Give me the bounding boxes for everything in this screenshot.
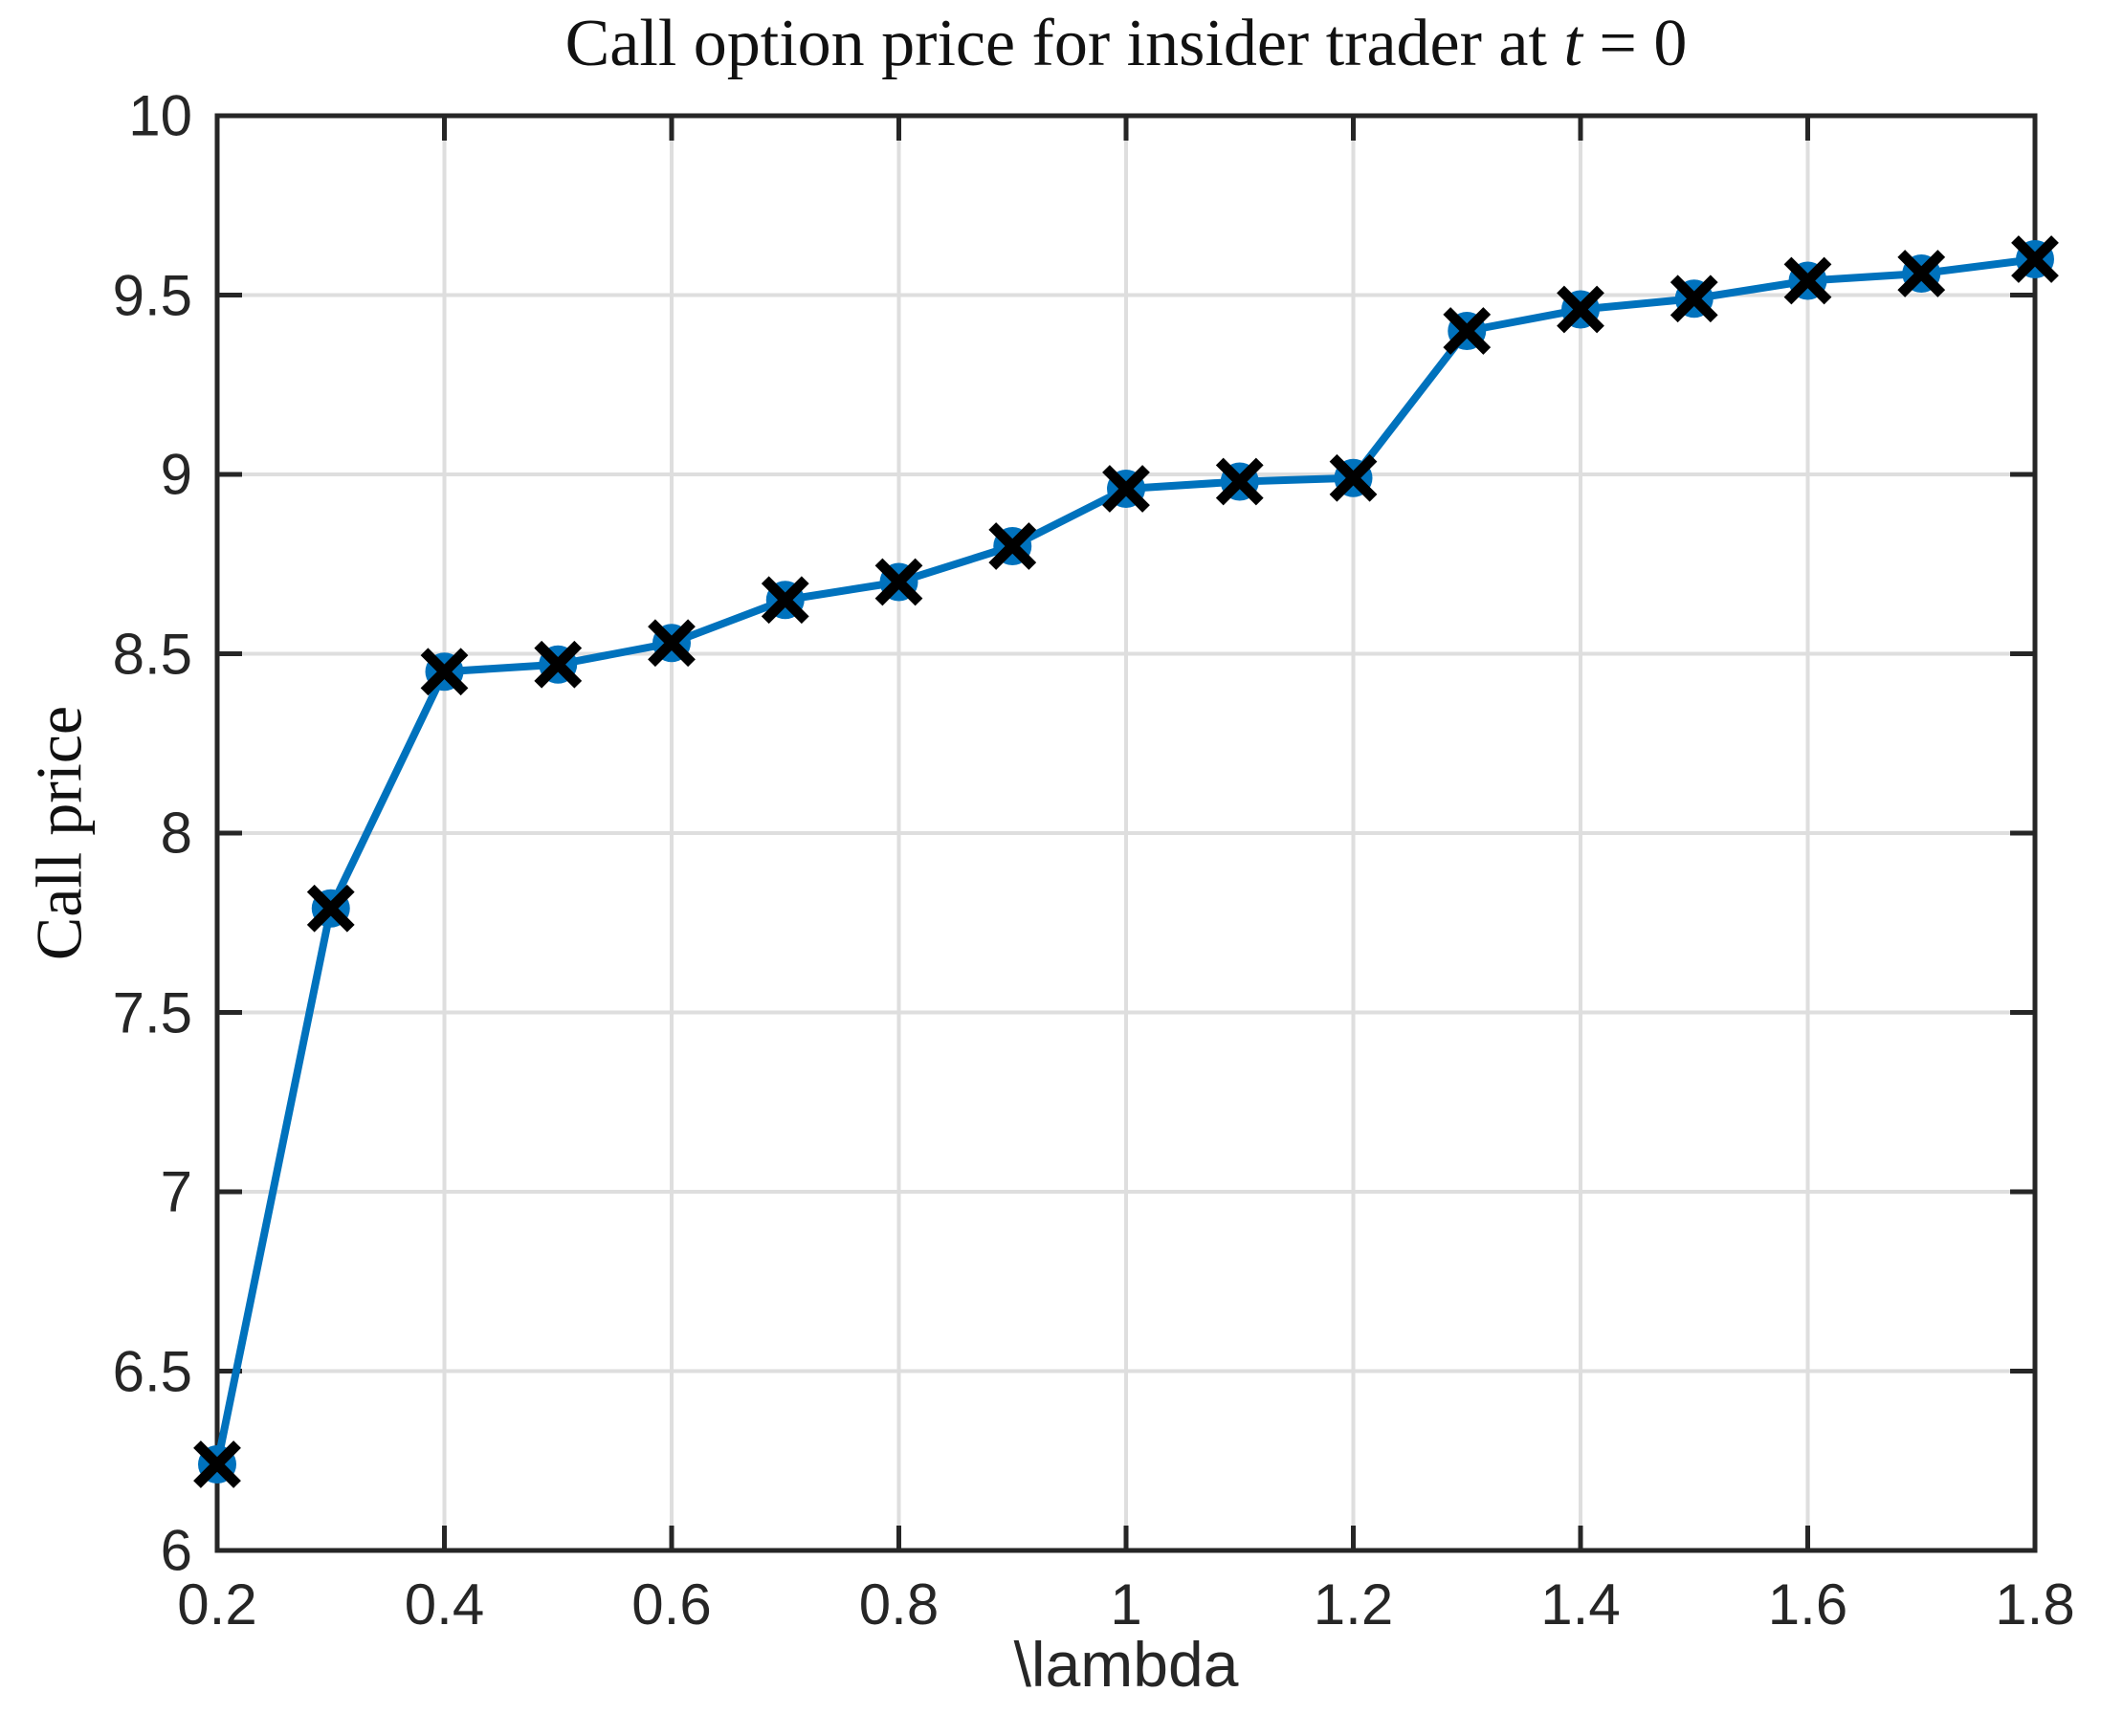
chart-title-text: Call option price for insider trader at <box>564 7 1564 80</box>
y-tick-label: 8 <box>160 801 192 866</box>
data-point-x-marker <box>306 884 355 933</box>
y-tick-label: 8.5 <box>112 622 192 686</box>
data-point-x-marker <box>193 1440 241 1488</box>
x-tick-label: 1 <box>1110 1572 1142 1637</box>
y-tick-label: 9 <box>160 442 192 507</box>
chart-title-math-var: t <box>1563 7 1582 80</box>
data-point-x-marker <box>1670 275 1718 323</box>
data-point-x-marker <box>1897 250 1946 297</box>
plot-border <box>214 113 2038 1553</box>
x-tick-label: 0.6 <box>631 1572 712 1637</box>
data-point-x-marker <box>874 558 923 606</box>
x-tick-label: 0.8 <box>858 1572 940 1637</box>
data-point-x-marker <box>988 522 1037 570</box>
data-point-x-marker <box>420 648 469 696</box>
data-point-x-marker <box>1443 307 1492 355</box>
data-point-x-marker <box>648 619 696 668</box>
plot-area <box>193 113 2059 1553</box>
chart-title: Call option price for insider trader at … <box>217 6 2035 82</box>
y-tick-label: 6 <box>160 1518 192 1583</box>
x-tick-label: 1.6 <box>1767 1572 1848 1637</box>
x-tick-label: 0.4 <box>404 1572 485 1637</box>
y-tick-label: 6.5 <box>112 1339 192 1403</box>
data-point-x-marker <box>1557 285 1604 334</box>
data-point-x-marker <box>2011 235 2059 283</box>
chart-title-suffix: = 0 <box>1581 7 1688 80</box>
chart-canvas <box>193 113 2059 1553</box>
y-tick-label: 10 <box>128 83 192 148</box>
x-tick-label: 1.8 <box>1995 1572 2075 1637</box>
y-tick-label: 7.5 <box>112 980 192 1044</box>
data-point-x-marker <box>1102 465 1150 513</box>
data-point-x-marker <box>534 640 583 689</box>
data-point-x-marker <box>1329 453 1378 502</box>
x-axis-label: \lambda <box>1013 1629 1239 1700</box>
x-tick-label: 0.2 <box>177 1572 257 1637</box>
y-tick-label: 9.5 <box>112 263 192 327</box>
x-tick-label: 1.4 <box>1540 1572 1621 1637</box>
data-point-x-marker <box>761 576 809 625</box>
y-tick-label: 7 <box>160 1159 192 1224</box>
x-tick-label: 1.2 <box>1313 1572 1394 1637</box>
data-point-x-marker <box>1783 256 1832 305</box>
data-point-x-marker <box>1215 457 1264 506</box>
